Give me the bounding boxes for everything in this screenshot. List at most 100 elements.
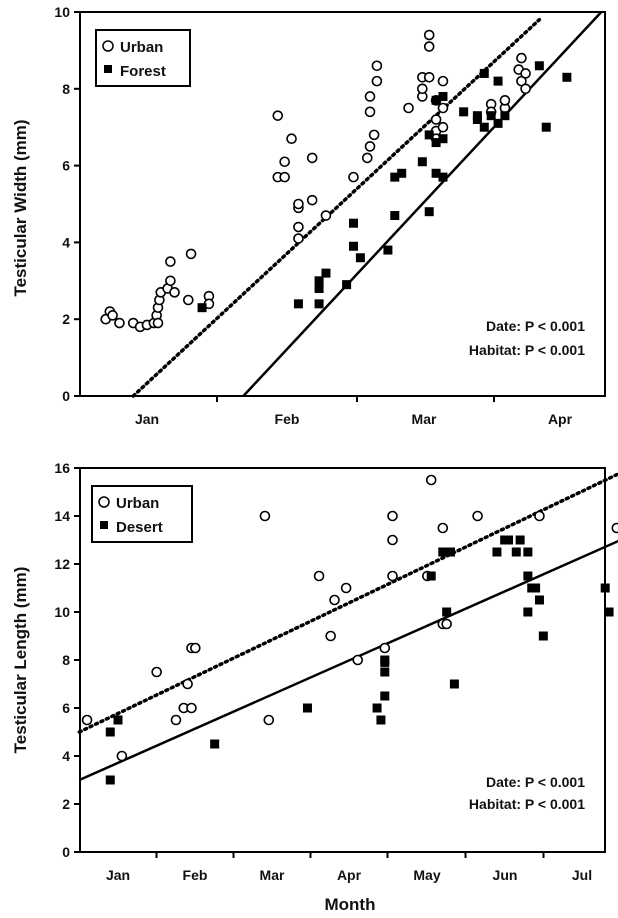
chart-top-point-forest: [390, 211, 400, 221]
chart-top-point-urban: [423, 71, 435, 83]
chart-top-point-urban: [306, 152, 318, 164]
chart-top-point-urban: [279, 156, 290, 168]
chart-top-ytick-label: 2: [62, 311, 70, 327]
chart-bottom-ytick-label: 14: [54, 508, 70, 524]
chart-top-point-forest: [431, 95, 441, 105]
chart-top-point-forest: [314, 276, 324, 286]
chart-bottom-xlabel: Month: [325, 895, 376, 914]
chart-bottom-point-desert: [105, 775, 115, 785]
chart-bottom-point-urban: [116, 750, 128, 762]
chart-top-point-forest: [534, 61, 544, 71]
chart-bottom-point-desert: [534, 595, 544, 605]
chart-bottom-ytick-label: 16: [54, 460, 70, 476]
chart-bottom-point-desert: [113, 715, 123, 725]
chart-bottom-xtick-label: May: [413, 867, 440, 883]
chart-bottom-xticks: Jan Feb Mar Apr May Jun Jul: [106, 852, 592, 883]
chart-top-point-urban: [430, 114, 442, 125]
chart-bottom-point-desert: [372, 703, 382, 713]
chart-top-point-forest: [438, 134, 448, 144]
chart-bottom-annotation-date: Date: P < 0.001: [486, 774, 585, 790]
chart-bottom-point-desert: [426, 571, 436, 581]
chart-top-point-forest: [493, 118, 503, 128]
chart-top-point-forest: [500, 111, 510, 121]
chart-bottom-ytick-label: 10: [54, 604, 70, 620]
chart-bottom-legend-box: [91, 485, 193, 543]
chart-bottom-annotation-habitat: Habitat: P < 0.001: [469, 796, 585, 812]
chart-bottom-point-desert: [210, 739, 220, 749]
chart-top-point-forest: [493, 76, 503, 86]
chart-top-point-forest: [424, 130, 434, 140]
chart-top-ytick-label: 6: [62, 158, 70, 174]
chart-bottom-point-urban: [186, 702, 197, 714]
chart-top-point-urban: [293, 198, 304, 210]
chart-bottom-point-urban: [329, 594, 340, 606]
chart-bottom-length: 0 2 4 6 8 10 12 14 16 Jan Feb Mar Apr May Jun Jul Test…: [11, 460, 618, 914]
chart-bottom-point-urban: [437, 522, 449, 534]
chart-top-point-urban: [499, 95, 511, 106]
chart-top-point-forest: [383, 245, 393, 255]
chart-bottom-xtick-label: Mar: [260, 867, 285, 883]
chart-bottom-point-urban: [313, 570, 325, 582]
chart-top-annotation-date: Date: P < 0.001: [486, 318, 585, 334]
chart-bottom-point-desert: [376, 715, 386, 725]
chart-bottom-xtick-label: Jan: [106, 867, 130, 883]
chart-bottom-legend-desert-marker: [100, 521, 108, 529]
chart-bottom-point-urban: [263, 714, 275, 726]
chart-bottom-point-desert: [600, 583, 610, 593]
chart-top-point-forest: [431, 168, 441, 178]
chart-top-point-urban: [368, 129, 380, 141]
chart-top-point-urban: [423, 29, 435, 41]
chart-top-point-forest: [486, 111, 496, 121]
chart-bottom-point-urban: [379, 642, 391, 654]
chart-bottom-point-desert: [523, 607, 533, 617]
chart-top-point-forest: [479, 68, 489, 78]
chart-top-point-forest: [197, 303, 207, 313]
chart-top-ytick-label: 10: [54, 4, 70, 20]
chart-bottom-point-urban: [441, 618, 452, 630]
chart-bottom-point-urban: [387, 534, 398, 546]
chart-top-legend-box: [95, 29, 191, 87]
chart-bottom-point-urban: [387, 570, 398, 582]
chart-top-point-urban: [361, 152, 373, 164]
chart-top-point-urban: [371, 75, 383, 87]
chart-top-point-urban: [114, 317, 125, 329]
chart-top-ytick-label: 4: [62, 234, 70, 250]
chart-top-point-urban: [437, 75, 449, 87]
chart-top-point-forest: [459, 107, 469, 117]
chart-bottom-point-desert: [531, 583, 541, 593]
chart-top-point-urban: [320, 210, 332, 221]
chart-top-point-urban: [520, 83, 531, 95]
chart-bottom-points: [81, 474, 618, 785]
chart-bottom-point-desert: [511, 547, 521, 557]
chart-top-point-urban: [364, 106, 376, 118]
chart-top-point-forest: [342, 280, 352, 290]
chart-top-point-forest: [349, 241, 358, 251]
chart-bottom-point-desert: [380, 691, 390, 701]
chart-top-point-forest: [355, 253, 365, 263]
chart-bottom-xtick-label: Apr: [337, 867, 362, 883]
chart-bottom-legend-desert-label: Desert: [116, 519, 163, 536]
chart-top-point-urban: [286, 133, 297, 145]
chart-top-point-urban: [165, 256, 176, 267]
chart-top-point-urban: [403, 102, 414, 114]
chart-top-legend-forest-marker: [104, 65, 112, 73]
chart-top-legend-forest-label: Forest: [120, 63, 166, 80]
chart-top-point-forest: [390, 172, 400, 182]
chart-bottom-point-desert: [515, 535, 525, 545]
chart-top-point-urban: [272, 110, 284, 121]
chart-bottom-point-desert: [538, 631, 548, 641]
chart-bottom-point-desert: [449, 679, 459, 689]
chart-top-point-urban: [348, 171, 359, 183]
chart-top-point-urban: [437, 102, 449, 114]
chart-bottom-ytick-label: 2: [62, 796, 70, 812]
chart-top-point-urban: [417, 83, 428, 95]
chart-top-legend: Urban Forest: [95, 29, 191, 87]
chart-top-legend-urban-label: Urban: [120, 39, 163, 56]
chart-bottom-ytick-label: 8: [62, 652, 70, 668]
chart-top-point-urban: [364, 91, 376, 102]
chart-top-point-urban: [293, 233, 304, 244]
chart-top-yticks: 0 2 4 6 8 10: [54, 4, 80, 404]
chart-top-point-urban: [423, 41, 435, 52]
chart-top-point-urban: [169, 287, 180, 298]
